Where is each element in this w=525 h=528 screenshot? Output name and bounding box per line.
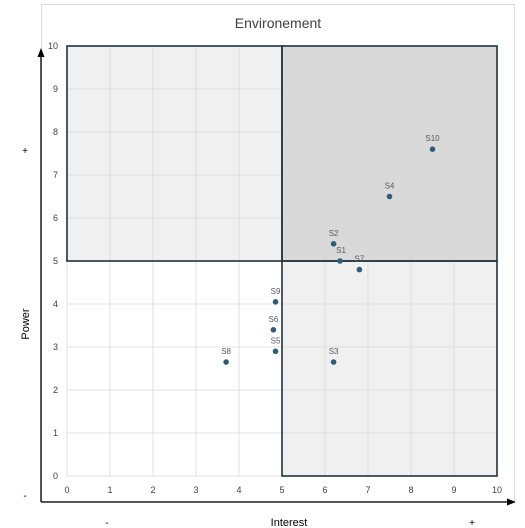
x-tick-label: 5 (279, 485, 284, 495)
x-tick-label: 9 (451, 485, 456, 495)
data-point (429, 146, 436, 152)
y-axis-title: Power (20, 308, 32, 340)
data-point (386, 193, 393, 200)
data-point (270, 327, 277, 333)
y-tick-label: 5 (53, 256, 58, 266)
quadrant-top-right (282, 46, 497, 261)
y-tick-label: 2 (53, 385, 58, 395)
data-point (330, 241, 337, 247)
y-axis-low-sign: - (23, 491, 26, 502)
x-axis-high-sign: + (469, 518, 475, 528)
y-tick-label: 0 (53, 471, 58, 481)
y-tick-label: 10 (48, 41, 58, 51)
quadrants (67, 46, 497, 476)
data-point (272, 299, 279, 305)
x-tick-label: 3 (193, 485, 198, 495)
y-tick-label: 8 (53, 127, 58, 137)
y-tick-label: 9 (53, 84, 58, 94)
data-point-label: S9 (271, 287, 281, 296)
data-point-label: S4 (385, 182, 395, 191)
quadrant-border-bottom-right (281, 260, 498, 477)
data-point-label: S5 (271, 336, 281, 345)
quadrant-bottom-left (67, 261, 282, 476)
x-tick-label: 8 (408, 485, 413, 495)
x-axis-low-sign: - (105, 518, 108, 528)
data-point (223, 359, 229, 365)
y-tick-label: 3 (53, 342, 58, 352)
x-tick-label: 4 (236, 485, 241, 495)
x-tick-label: 7 (365, 485, 370, 495)
x-tick-label: 2 (150, 485, 155, 495)
data-points: S1 S2 S3 S4 S5 S6 S7 S8 S9 S10 (221, 134, 440, 365)
data-point-label: S6 (269, 315, 279, 324)
axes (37, 48, 516, 506)
data-point-label: S8 (221, 347, 231, 356)
data-point (330, 359, 337, 365)
x-tick-label: 10 (492, 485, 502, 495)
data-point (272, 348, 279, 355)
tick-labels: 0 1 2 3 4 5 6 7 8 9 10 0 1 2 3 4 5 6 7 8 9 10 (48, 41, 502, 495)
x-tick-label: 0 (64, 485, 69, 495)
quadrant-bottom-right (282, 261, 497, 476)
y-axis-arrow (37, 48, 45, 57)
chart-title: Environement (234, 15, 322, 31)
data-point-label: S1 (336, 246, 346, 255)
x-axis-title: Interest (271, 517, 308, 528)
x-axis-arrow (507, 498, 516, 506)
data-point (337, 258, 343, 264)
quadrant-top-left (67, 46, 282, 261)
x-tick-label: 6 (322, 485, 327, 495)
data-point-label: S2 (329, 229, 339, 238)
quadrant-borders (66, 45, 498, 477)
data-point-label: S10 (425, 134, 440, 143)
data-point-label: S7 (355, 255, 365, 264)
data-point (356, 266, 363, 273)
data-point-label: S3 (329, 347, 339, 356)
y-tick-label: 7 (53, 170, 58, 180)
y-tick-label: 1 (53, 428, 58, 438)
y-axis-high-sign: + (22, 146, 28, 157)
x-tick-label: 1 (107, 485, 112, 495)
y-tick-label: 6 (53, 213, 58, 223)
y-tick-label: 4 (53, 299, 58, 309)
